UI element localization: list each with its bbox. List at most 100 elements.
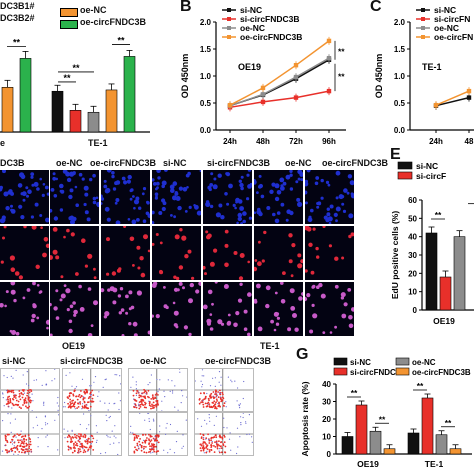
edu-cell-dot xyxy=(84,192,89,197)
flow-event-dot-sparse xyxy=(229,432,231,434)
flow-event-dot xyxy=(153,404,156,407)
flow-event-dot-sparse xyxy=(248,414,250,416)
flow-event-dot-sparse xyxy=(31,393,33,395)
flow-event-dot-sparse xyxy=(21,439,23,441)
flow-event-dot xyxy=(87,397,90,400)
panel-a-group-left: e xyxy=(0,138,6,148)
edu-cell-dot xyxy=(66,177,72,183)
flow-event-dot-sparse xyxy=(23,392,25,394)
edu-image-cells xyxy=(254,170,303,224)
flow-event-dot xyxy=(220,398,223,401)
flow-event-dot xyxy=(81,444,83,446)
flow-event-dot xyxy=(75,395,78,398)
flow-event-dot-sparse xyxy=(102,386,104,388)
edu-image-tile xyxy=(0,170,49,224)
edu-cell-dot xyxy=(11,330,17,335)
flow-event-dot xyxy=(84,440,87,443)
edu-cell-dot xyxy=(217,319,223,325)
flow-event-dot-sparse xyxy=(148,420,150,422)
edu-cell-dot xyxy=(311,303,315,307)
edu-cell-dot xyxy=(289,187,294,191)
flow-event-dot xyxy=(137,435,140,437)
edu-cell-dot xyxy=(254,266,258,272)
edu-cell-dot xyxy=(280,186,285,191)
edu-cell-dot xyxy=(265,285,271,291)
panel-g-sig-label-1-a: ** xyxy=(417,381,424,391)
flow-event-dot-sparse xyxy=(64,437,66,439)
flow-event-dot-sparse xyxy=(139,413,141,414)
panel-b-point-oe-circFNDC3B-2 xyxy=(293,63,299,68)
edu-cell-dot xyxy=(248,216,252,220)
flow-event-dot xyxy=(203,441,205,444)
flow-event-dot xyxy=(74,433,76,436)
flow-event-dot xyxy=(67,448,70,451)
flow-event-dot xyxy=(83,433,86,436)
flow-event-dot-sparse xyxy=(242,397,244,400)
panel-g-legend-label-2: oe-NC xyxy=(412,358,436,367)
panel-b-sig-label-0: ** xyxy=(338,46,345,56)
flow-event-dot-sparse xyxy=(181,447,183,449)
edu-cell-dot xyxy=(14,271,20,276)
flow-event-dot-sparse xyxy=(237,446,239,448)
flow-event-dot-sparse xyxy=(118,392,120,394)
flow-event-dot xyxy=(205,451,208,454)
edu-cell-dot xyxy=(115,220,121,224)
flow-event-dot xyxy=(84,435,87,437)
flow-event-dot xyxy=(68,392,71,395)
edu-cell-dot xyxy=(188,205,192,209)
flow-event-dot xyxy=(157,441,160,444)
edu-cell-dot xyxy=(161,198,166,203)
flow-event-dot-sparse xyxy=(115,437,117,439)
edu-cell-dot xyxy=(316,255,320,259)
panel-a-group-te1: TE-1 xyxy=(88,138,108,148)
edu-cell-dot xyxy=(257,326,263,332)
flow-event-dot xyxy=(21,396,24,399)
edu-cell-dot xyxy=(205,230,209,234)
flow-event-dot-sparse xyxy=(132,432,134,434)
edu-cell-dot xyxy=(10,209,16,214)
flow-event-dot xyxy=(72,437,75,439)
edu-cell-dot xyxy=(64,170,68,173)
flow-event-dot xyxy=(18,406,21,408)
panel-c-legend-marker-1 xyxy=(421,17,425,21)
flow-event-dot-sparse xyxy=(6,376,8,379)
edu-cell-dot xyxy=(265,303,270,309)
edu-cell-dot xyxy=(263,230,267,235)
edu-cell-dot xyxy=(274,291,278,295)
flow-event-dot-sparse xyxy=(58,405,59,407)
flow-event-dot-sparse xyxy=(159,425,161,427)
edu-image-tile xyxy=(0,226,49,280)
flow-event-dot xyxy=(86,440,89,443)
flow-event-dot xyxy=(209,394,212,397)
flow-event-dot-sparse xyxy=(243,380,245,383)
flow-event-dot-sparse xyxy=(54,419,56,421)
flow-event-dot xyxy=(207,433,209,436)
flow-event-dot xyxy=(29,443,32,446)
edu-cell-dot xyxy=(63,284,67,287)
panel-b-legend-label-2: oe-NC xyxy=(240,23,265,33)
flow-event-dot xyxy=(79,396,82,399)
edu-cell-dot xyxy=(334,325,337,329)
edu-cell-dot xyxy=(256,283,261,289)
edu-cell-dot xyxy=(341,313,347,319)
edu-cell-dot xyxy=(127,174,132,180)
flow-event-dot-sparse xyxy=(106,434,108,436)
edu-cell-dot xyxy=(172,301,176,305)
edu-cell-dot xyxy=(285,218,289,222)
edu-cell-dot xyxy=(195,289,200,294)
flow-event-dot xyxy=(219,389,221,392)
edu-cell-dot xyxy=(133,206,136,210)
flow-event-dot-sparse xyxy=(179,369,181,370)
flow-event-dot xyxy=(148,451,150,453)
flow-event-dot xyxy=(28,447,30,449)
edu-cell-dot xyxy=(32,303,36,307)
edu-cell-dot xyxy=(239,182,244,188)
flow-event-dot xyxy=(143,451,146,454)
panel-b-legend-marker-0 xyxy=(227,8,231,12)
panel-g-ytick-label-3: 30 xyxy=(322,398,331,407)
flow-event-dot xyxy=(27,389,29,392)
flow-event-dot-sparse xyxy=(150,374,152,376)
edu-header-2: oe-NC xyxy=(56,158,83,168)
flow-event-dot-sparse xyxy=(8,451,10,453)
flow-event-dot xyxy=(222,404,225,407)
